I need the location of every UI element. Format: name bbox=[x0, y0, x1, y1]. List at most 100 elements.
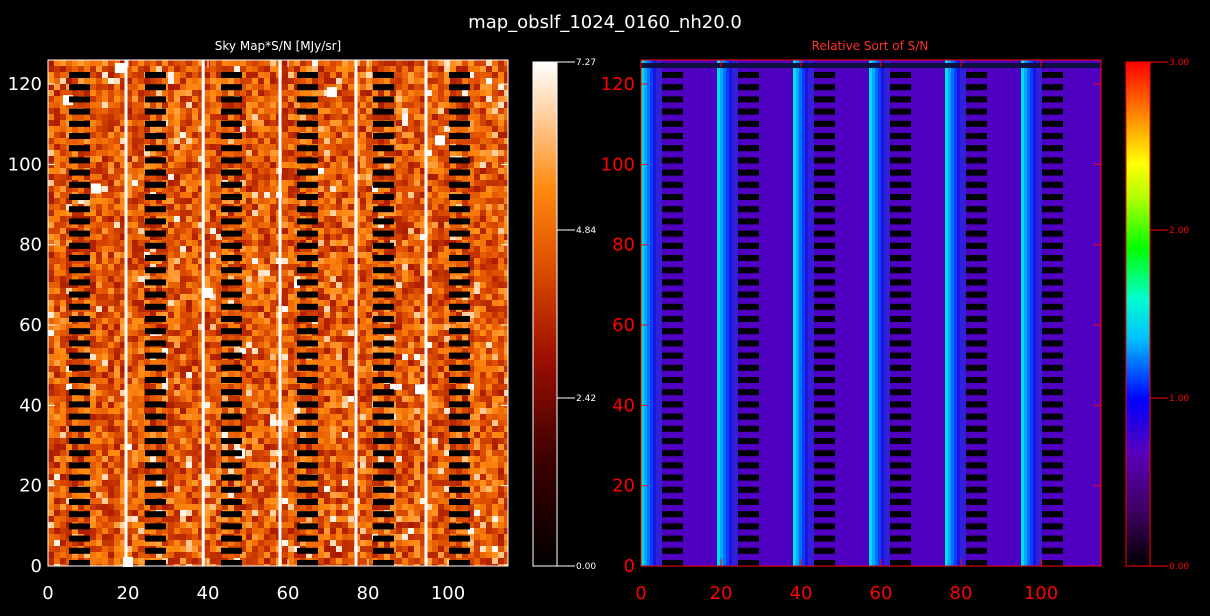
sky-map-pixel bbox=[342, 360, 348, 366]
sky-map-pixel bbox=[54, 282, 60, 288]
sky-map-pixel bbox=[384, 348, 390, 354]
sky-map-pixel bbox=[54, 240, 60, 246]
sky-map-pixel bbox=[498, 354, 504, 360]
sky-map-pixel bbox=[240, 300, 246, 306]
sky-map-pixel bbox=[192, 72, 198, 78]
sky-map-pixel bbox=[126, 300, 132, 306]
sky-map-pixel bbox=[378, 336, 384, 342]
sky-map-pixel bbox=[468, 90, 474, 96]
sky-map-pixel bbox=[216, 132, 222, 138]
sky-map-pixel bbox=[186, 306, 192, 312]
sky-map-pixel bbox=[48, 366, 54, 372]
sky-map-pixel bbox=[96, 438, 102, 444]
sky-map-pixel bbox=[138, 324, 144, 330]
sky-map-pixel bbox=[414, 330, 420, 336]
sky-map-pixel bbox=[372, 312, 378, 318]
sky-map-pixel bbox=[318, 96, 324, 102]
sky-map-pixel bbox=[126, 90, 132, 96]
sky-map-pixel bbox=[414, 252, 420, 258]
sky-map-pixel bbox=[438, 390, 444, 396]
sky-map-pixel bbox=[450, 372, 456, 378]
sky-map-pixel bbox=[252, 114, 258, 120]
sky-map-pixel bbox=[318, 108, 324, 114]
sky-map-pixel bbox=[132, 384, 138, 390]
sky-map-pixel bbox=[144, 300, 150, 306]
sky-map-pixel bbox=[72, 396, 78, 402]
sky-map-pixel bbox=[192, 342, 198, 348]
sky-map-pixel bbox=[396, 444, 402, 450]
sky-map-pixel bbox=[300, 234, 306, 240]
sky-map-pixel bbox=[216, 192, 222, 198]
sky-map-pixel bbox=[240, 372, 246, 378]
sky-map-pixel bbox=[300, 372, 306, 378]
sky-map-pixel bbox=[66, 336, 72, 342]
sky-map-pixel bbox=[252, 132, 258, 138]
sky-map-pixel bbox=[336, 162, 342, 168]
sky-map-pixel bbox=[138, 294, 144, 300]
sky-map-pixel bbox=[306, 324, 312, 330]
sky-map-pixel bbox=[306, 300, 312, 306]
sky-map-pixel bbox=[492, 378, 498, 384]
sky-map-pixel bbox=[366, 216, 372, 222]
sky-map-pixel bbox=[204, 408, 210, 414]
sky-map-pixel bbox=[132, 378, 138, 384]
sky-map-pixel bbox=[48, 96, 54, 102]
sky-map-pixel bbox=[336, 228, 342, 234]
sky-map-pixel bbox=[486, 372, 492, 378]
sky-map-pixel bbox=[234, 264, 240, 270]
sky-map-pixel bbox=[72, 444, 78, 450]
sky-map-pixel bbox=[210, 96, 216, 102]
sky-map-pixel bbox=[66, 408, 72, 414]
sky-map-pixel bbox=[54, 390, 60, 396]
sky-map-pixel bbox=[54, 294, 60, 300]
sky-map-pixel bbox=[72, 246, 78, 252]
sky-map-pixel bbox=[60, 174, 66, 180]
sky-map-pixel bbox=[366, 414, 372, 420]
sky-map-pixel bbox=[168, 414, 174, 420]
sky-map-pixel bbox=[270, 312, 276, 318]
sky-map-pixel bbox=[414, 240, 420, 246]
sky-map-pixel bbox=[210, 408, 216, 414]
sky-map-pixel bbox=[432, 90, 438, 96]
sky-map-pixel bbox=[138, 354, 144, 360]
sky-map-pixel bbox=[252, 162, 258, 168]
sky-map-pixel bbox=[258, 72, 264, 78]
sky-map-pixel bbox=[456, 114, 462, 120]
sky-map-pixel bbox=[108, 312, 114, 318]
sky-map-pixel bbox=[114, 306, 120, 312]
sky-map-pixel bbox=[264, 78, 270, 84]
sky-map-pixel bbox=[438, 342, 444, 348]
sky-map-pixel bbox=[336, 150, 342, 156]
sky-map-pixel bbox=[444, 210, 450, 216]
sky-map-pixel bbox=[120, 180, 126, 186]
sky-map-pixel bbox=[156, 114, 162, 120]
sky-map-pixel bbox=[426, 306, 432, 312]
sky-map-pixel bbox=[450, 90, 456, 96]
sky-map-pixel bbox=[210, 270, 216, 276]
sky-map-pixel bbox=[60, 300, 66, 306]
sky-map-pixel bbox=[348, 114, 354, 120]
sky-map-pixel bbox=[186, 144, 192, 150]
sky-map-pixel bbox=[468, 342, 474, 348]
sky-map-pixel bbox=[84, 102, 90, 108]
sky-map-pixel bbox=[180, 246, 186, 252]
sky-map-pixel bbox=[318, 324, 324, 330]
sky-map-pixel bbox=[486, 132, 492, 138]
sky-map-pixel bbox=[462, 198, 468, 204]
sky-map-pixel bbox=[426, 324, 432, 330]
sky-map-pixel bbox=[78, 114, 84, 120]
sky-map-pixel bbox=[306, 150, 312, 156]
sky-map-pixel bbox=[192, 360, 198, 366]
sky-map-pixel bbox=[384, 150, 390, 156]
sky-map-pixel bbox=[162, 348, 168, 354]
sky-map-pixel bbox=[216, 354, 222, 360]
sky-map-pixel bbox=[348, 102, 354, 108]
sky-map-pixel bbox=[426, 210, 432, 216]
sky-map-pixel bbox=[504, 210, 508, 216]
sky-map-pixel bbox=[168, 96, 174, 102]
sky-map-pixel bbox=[102, 342, 108, 348]
sky-map-pixel bbox=[342, 330, 348, 336]
sky-map-pixel bbox=[60, 216, 66, 222]
sky-map-pixel bbox=[444, 378, 450, 384]
sky-map-pixel bbox=[324, 402, 330, 408]
